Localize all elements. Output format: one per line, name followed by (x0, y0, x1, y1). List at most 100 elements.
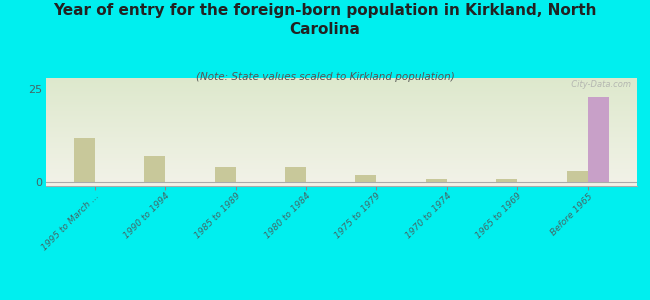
Bar (426, 178, 447, 182)
Bar (46, 184, 637, 185)
Bar (46, 116, 637, 117)
Bar (46, 152, 637, 154)
Bar (46, 85, 637, 87)
Bar (46, 81, 637, 82)
Bar (588, 97, 609, 182)
Bar (46, 109, 637, 110)
Bar (46, 166, 637, 167)
Bar (46, 85, 637, 86)
Bar (46, 128, 637, 129)
Bar (46, 92, 637, 93)
Bar (73, 138, 95, 182)
Bar (46, 141, 637, 142)
Bar (46, 174, 637, 175)
Bar (46, 79, 637, 80)
Text: Year of entry for the foreign-born population in Kirkland, North
Carolina: Year of entry for the foreign-born popul… (53, 3, 597, 37)
Bar (46, 112, 637, 114)
Bar (46, 162, 637, 163)
Bar (46, 181, 637, 182)
Bar (214, 167, 235, 182)
Bar (46, 122, 637, 123)
Bar (46, 179, 637, 181)
Bar (46, 185, 637, 186)
Bar (46, 101, 637, 102)
Bar (46, 120, 637, 121)
Bar (46, 176, 637, 177)
Bar (46, 148, 637, 149)
Bar (46, 131, 637, 132)
Bar (46, 183, 637, 184)
Bar (46, 164, 637, 166)
Bar (46, 123, 637, 124)
Bar (46, 133, 637, 134)
Bar (46, 124, 637, 125)
Bar (46, 121, 637, 122)
Bar (46, 145, 637, 146)
Bar (46, 170, 637, 171)
Bar (46, 167, 637, 168)
Bar (46, 91, 637, 92)
Bar (46, 160, 637, 161)
Bar (46, 169, 637, 170)
Bar (46, 90, 637, 91)
Bar (46, 100, 637, 101)
Bar (46, 178, 637, 179)
Bar (46, 137, 637, 139)
Bar (46, 144, 637, 145)
Bar (46, 110, 637, 112)
Bar (46, 88, 637, 89)
Bar (46, 173, 637, 174)
Bar (46, 171, 637, 172)
Bar (46, 102, 637, 103)
Bar (46, 132, 637, 133)
Bar (46, 127, 637, 128)
Bar (46, 143, 637, 144)
Bar (46, 172, 637, 173)
Bar (46, 175, 637, 176)
Bar (46, 114, 637, 115)
Bar (46, 95, 637, 96)
Bar (46, 103, 637, 104)
Bar (46, 161, 637, 162)
Bar (46, 89, 637, 90)
Bar (46, 125, 637, 127)
Bar (46, 118, 637, 119)
Text: (Note: State values scaled to Kirkland population): (Note: State values scaled to Kirkland p… (196, 72, 454, 82)
Bar (46, 146, 637, 147)
Bar (144, 156, 165, 182)
Bar (46, 96, 637, 98)
Bar (46, 149, 637, 150)
Bar (46, 140, 637, 141)
Bar (46, 135, 637, 136)
Bar (46, 93, 637, 94)
Bar (46, 136, 637, 137)
Bar (46, 130, 637, 131)
Bar (46, 83, 637, 85)
Bar (46, 108, 637, 109)
Bar (46, 115, 637, 116)
Bar (46, 107, 637, 108)
Bar (46, 98, 637, 100)
Bar (46, 156, 637, 157)
Bar (46, 117, 637, 118)
Bar (46, 129, 637, 130)
Bar (46, 159, 637, 160)
Legend: Kirkland, North Carolina: Kirkland, North Carolina (239, 295, 443, 300)
Bar (46, 105, 637, 106)
Bar (46, 154, 637, 155)
Bar (46, 157, 637, 158)
Bar (46, 155, 637, 156)
Bar (567, 171, 588, 182)
Bar (46, 147, 637, 148)
Bar (46, 182, 637, 183)
Bar (46, 94, 637, 95)
Bar (46, 134, 637, 135)
Bar (46, 119, 637, 120)
Bar (46, 177, 637, 178)
Bar (46, 104, 637, 105)
Bar (46, 150, 637, 152)
Bar (285, 167, 306, 182)
Bar (46, 78, 637, 79)
Bar (46, 168, 637, 169)
Bar (46, 163, 637, 164)
